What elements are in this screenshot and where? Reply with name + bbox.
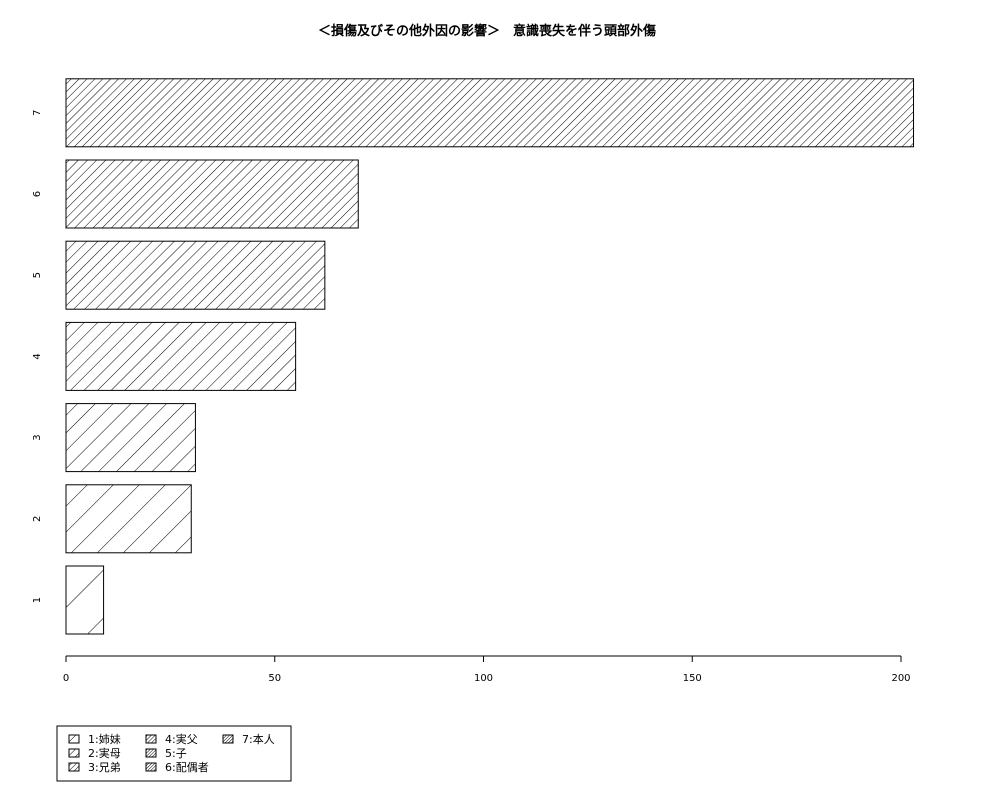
legend-label-1: 1:姉妹 [88, 732, 121, 746]
y-tick-label-3: 3 [32, 434, 43, 440]
legend-swatch-2 [68, 748, 80, 758]
legend-label-2: 2:実母 [88, 746, 121, 760]
legend-swatch-7 [222, 734, 234, 744]
bar-6 [65, 159, 359, 229]
y-tick-label-7: 7 [32, 110, 43, 116]
bars-group [65, 78, 915, 635]
x-tick-label: 100 [474, 673, 493, 684]
bar-1 [65, 565, 105, 635]
x-axis: 0 50 100 150 200 [63, 655, 911, 684]
legend-label-4: 4:実父 [165, 732, 198, 746]
x-tick-label: 0 [63, 673, 69, 684]
bar-3 [65, 403, 196, 473]
y-tick-label-6: 6 [32, 191, 43, 197]
legend-swatch-3 [68, 762, 80, 772]
x-tick-label: 50 [268, 673, 281, 684]
bar-7 [65, 78, 915, 148]
bar-2 [65, 484, 192, 554]
chart-title: ＜損傷及びその他外因の影響＞ 意識喪失を伴う頭部外傷 [318, 23, 656, 39]
legend-label-7: 7:本人 [242, 732, 275, 746]
x-tick-label: 150 [683, 673, 702, 684]
y-tick-labels: 1 2 3 4 5 6 7 [32, 110, 43, 604]
y-tick-label-4: 4 [32, 353, 43, 359]
legend-swatch-6 [145, 762, 157, 772]
x-tick-label: 200 [891, 673, 910, 684]
bar-4 [65, 321, 297, 391]
legend: 1:姉妹2:実母3:兄弟 4:実父5:子6:配偶者 7:本人 [56, 725, 292, 782]
y-tick-label-5: 5 [32, 272, 43, 278]
y-tick-label-1: 1 [32, 597, 43, 603]
y-tick-label-2: 2 [32, 516, 43, 522]
legend-swatch-4 [145, 734, 157, 744]
legend-swatch-1 [68, 734, 80, 744]
legend-label-6: 6:配偶者 [165, 761, 209, 774]
legend-label-3: 3:兄弟 [88, 761, 121, 774]
legend-label-5: 5:子 [165, 747, 187, 760]
legend-swatch-5 [145, 748, 157, 758]
legend-box [56, 725, 292, 782]
bar-5 [65, 240, 326, 310]
